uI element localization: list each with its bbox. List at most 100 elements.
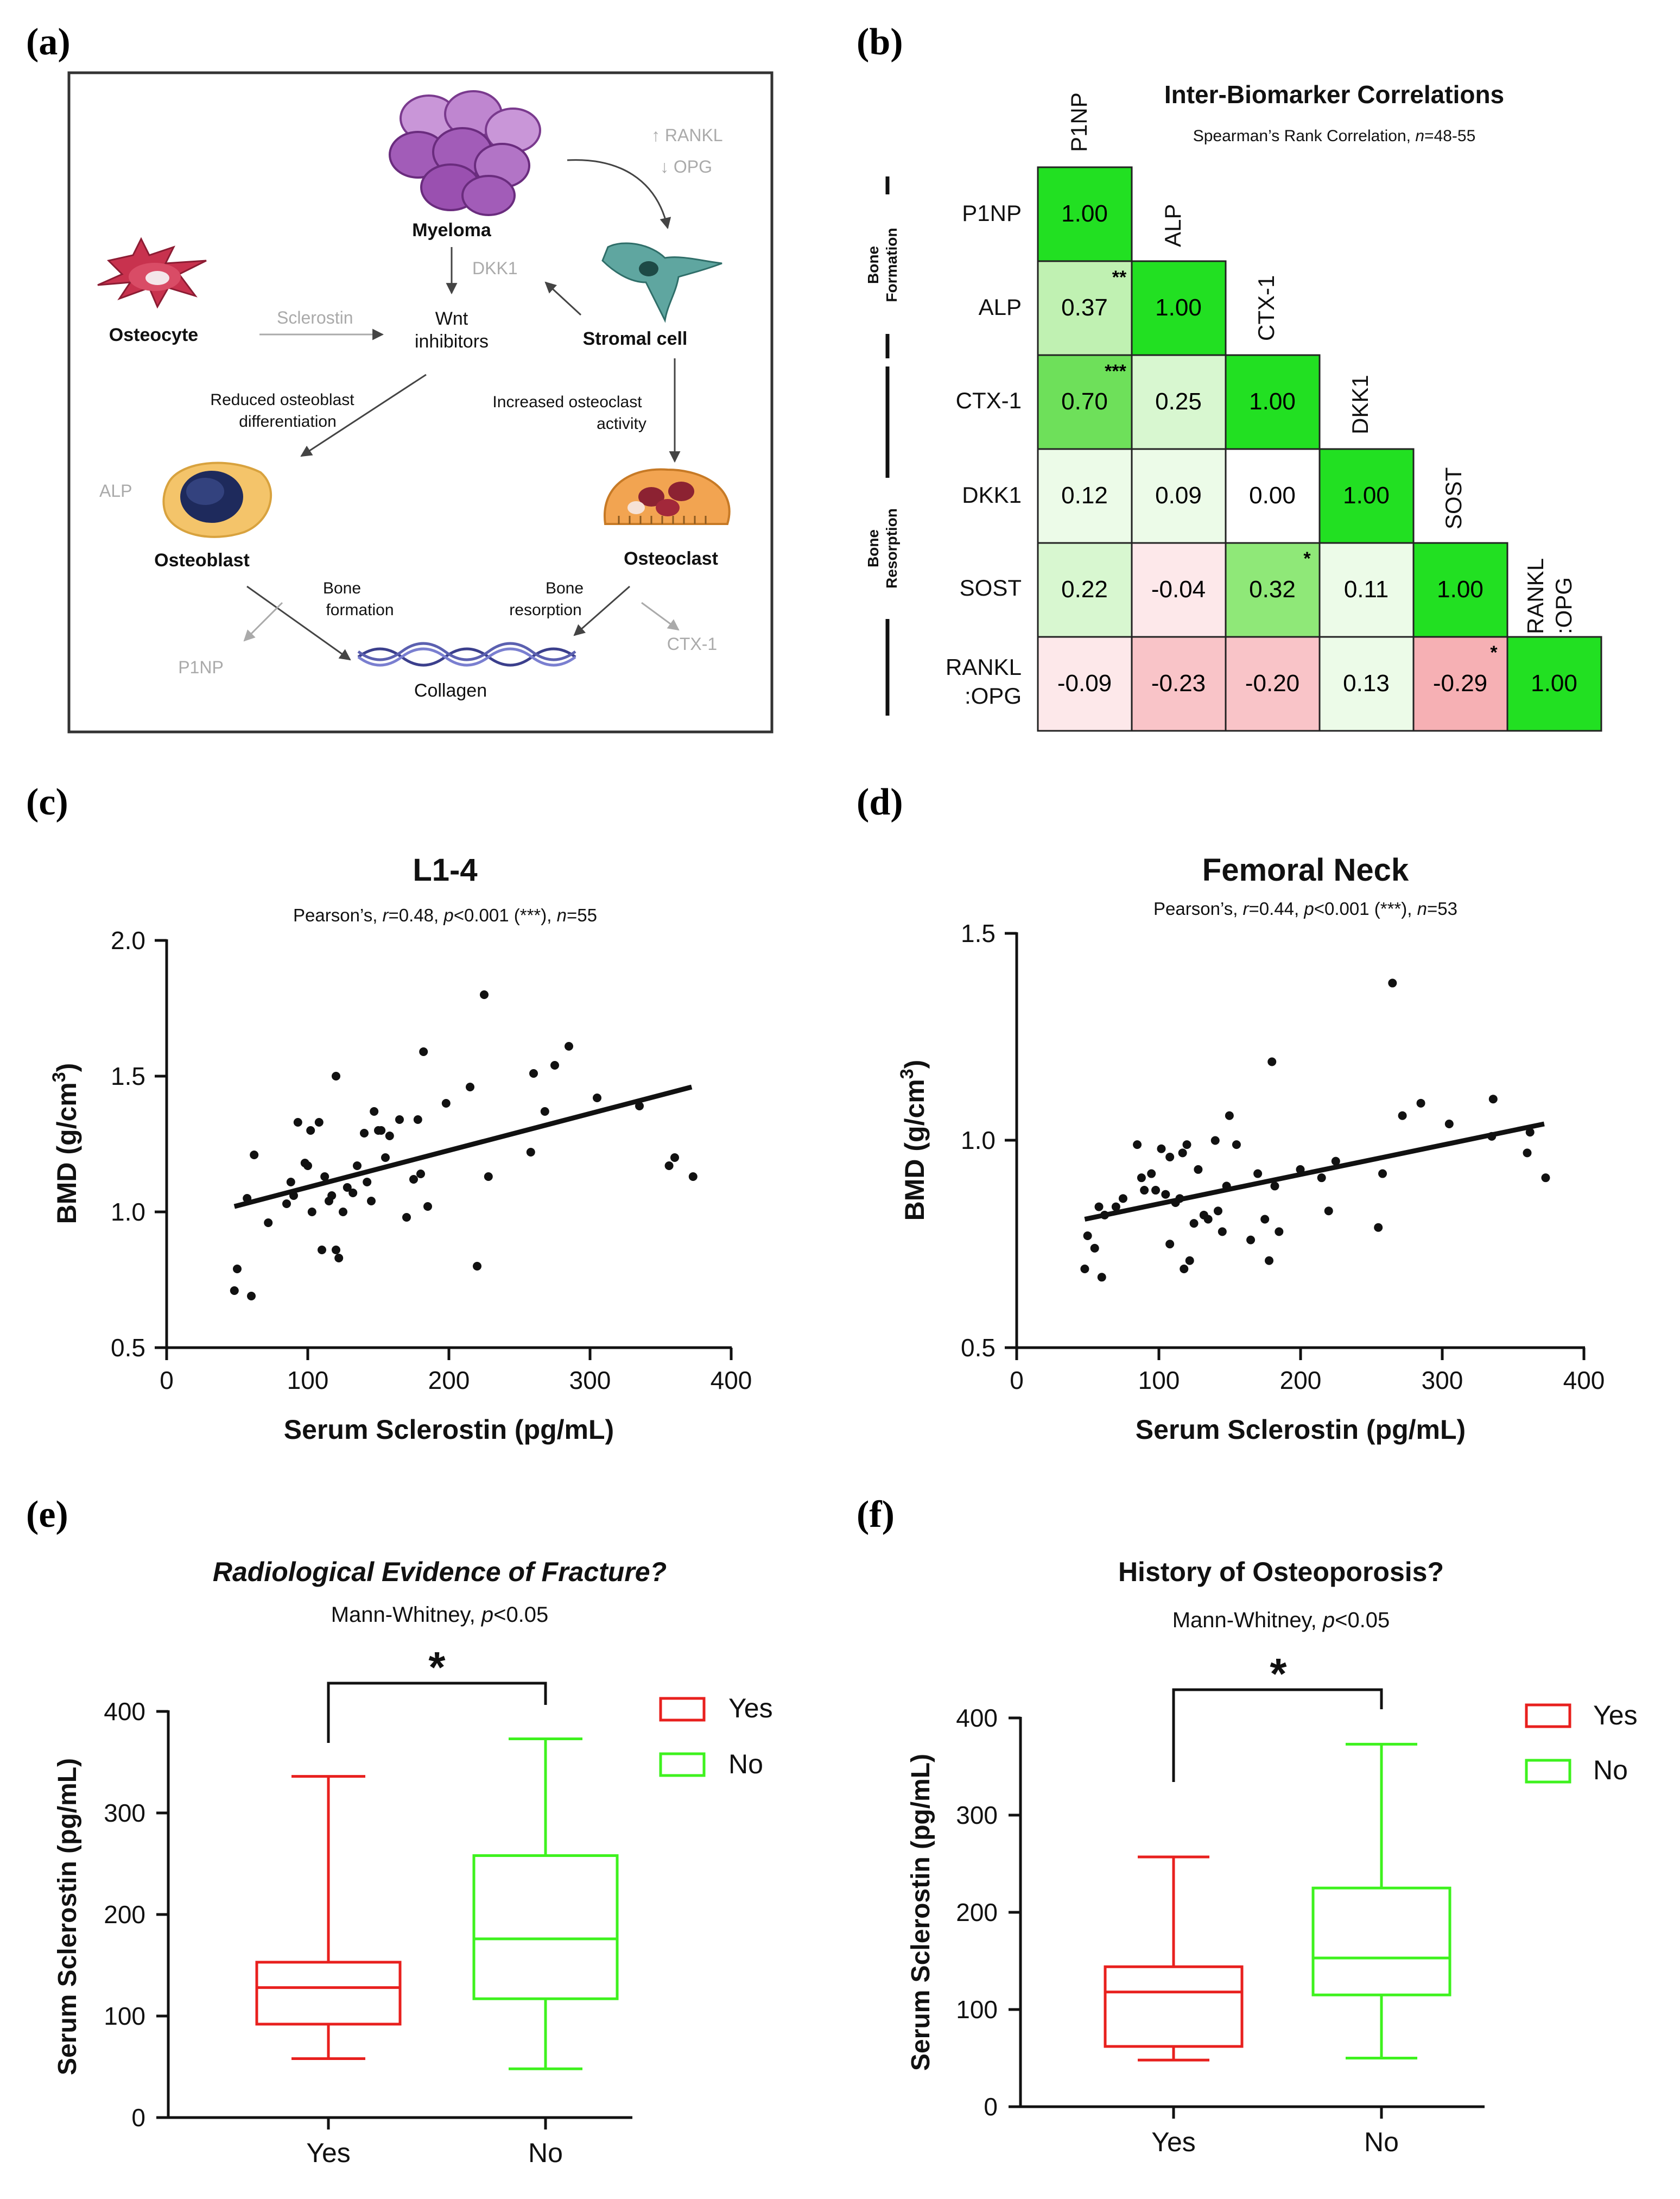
chart-e-ytick-label: 0 xyxy=(131,2103,145,2132)
chart-d-point xyxy=(1388,978,1397,988)
cell-dkk1-ctx xyxy=(1225,448,1321,544)
cell-value: 0.32 xyxy=(1249,576,1296,603)
panel-a: (a) Myeloma ↑ RANKL ↓ OPG Stromal cell xyxy=(26,21,774,734)
chart-c-ytick-label: 2.0 xyxy=(111,926,145,955)
chart-c-point xyxy=(339,1208,347,1216)
formation-group-line2: Formation xyxy=(883,228,900,302)
chart-d-point xyxy=(1165,1240,1175,1249)
osteoclast-icon xyxy=(603,468,731,525)
cell-sost-dkk1 xyxy=(1318,542,1415,638)
chart-d-point xyxy=(1083,1231,1092,1240)
cell-dkk1-alp xyxy=(1131,448,1227,544)
chart-d-point xyxy=(1246,1235,1256,1244)
chart-d-point xyxy=(1218,1227,1227,1236)
chart-c-point xyxy=(550,1061,559,1070)
cell-rankl-sost xyxy=(1412,636,1508,732)
row-label-alp: ALP xyxy=(979,294,1022,320)
chart-d-xtick-label: 400 xyxy=(1563,1366,1605,1394)
chart-c-ytick-label: 1.0 xyxy=(111,1198,145,1226)
myeloma-to-stromal-arrow xyxy=(567,159,671,230)
chart-d-point xyxy=(1213,1206,1222,1216)
alp-annotation: ALP xyxy=(99,481,132,501)
chart-c-point xyxy=(526,1148,535,1157)
chart-f-significance-star: * xyxy=(1270,1650,1287,1698)
chart-c-point xyxy=(473,1262,481,1271)
osteoblast-icon xyxy=(162,462,272,538)
resorption-group-line2: Resorption xyxy=(883,508,900,589)
legend-swatch-no xyxy=(1525,1759,1571,1784)
chart-d-xtick-label: 200 xyxy=(1280,1366,1322,1394)
chart-d-point xyxy=(1210,1136,1220,1145)
chart-e-significance-star: * xyxy=(428,1643,446,1691)
chart-f-title: History of Osteoporosis? xyxy=(1118,1557,1444,1587)
bone-formation-line1: Bone xyxy=(323,579,361,597)
dkk1-annotation: DKK1 xyxy=(472,258,518,278)
col-label-alp: ALP xyxy=(1160,204,1185,247)
chart-f-ytick-label: 0 xyxy=(984,2093,998,2121)
chart-c-point xyxy=(402,1213,411,1222)
chart-c-point xyxy=(593,1094,601,1102)
myeloma-label: Myeloma xyxy=(412,220,492,241)
chart-c-point xyxy=(293,1118,302,1127)
row-label-sost: SOST xyxy=(960,575,1022,601)
panel-c: (c) L1-4 Pearson’s, r=0.48, p<0.001 (***… xyxy=(26,781,752,1445)
chart-c-point xyxy=(480,990,489,999)
chart-f-ytick-label: 200 xyxy=(956,1898,998,1926)
chart-d-subtitle: Pearson’s, r=0.44, p<0.001 (***), n=53 xyxy=(1153,899,1457,919)
chart-d-point xyxy=(1140,1186,1149,1195)
chart-d-ytick-label: 1.5 xyxy=(961,919,996,947)
chart-d-point xyxy=(1525,1128,1535,1137)
chart-d-xtick-label: 0 xyxy=(1010,1366,1024,1394)
chart-d-point xyxy=(1523,1148,1532,1158)
chart-e-boxes xyxy=(255,1737,619,2070)
p1np-annotation: P1NP xyxy=(178,658,224,677)
chart-f-ytick-label: 400 xyxy=(956,1704,998,1732)
chart-c-point xyxy=(664,1161,674,1170)
chart-d-point xyxy=(1270,1181,1279,1191)
chart-e-xtick-yes: Yes xyxy=(306,2138,351,2168)
panel-f: (f) History of Osteoporosis? Mann-Whitne… xyxy=(857,1494,1638,2157)
chart-c-xticklabels: 0 100 200 300 400 xyxy=(160,1366,752,1394)
chart-e-yes-box xyxy=(255,1961,402,2026)
chart-d-point xyxy=(1137,1173,1146,1183)
stromal-cell-icon xyxy=(601,242,722,323)
chart-e-significance-bracket xyxy=(327,1682,547,1743)
chart-c-point xyxy=(318,1246,326,1254)
chart-c-point xyxy=(688,1172,698,1181)
to-ctx1-arrow xyxy=(641,602,680,631)
cell-value: 1.00 xyxy=(1437,576,1484,603)
chart-d-point xyxy=(1444,1119,1454,1128)
panel-label-f: (f) xyxy=(857,1494,895,1535)
legend-swatch-yes xyxy=(1525,1703,1571,1728)
chart-c-point xyxy=(565,1042,573,1051)
legend-label-no: No xyxy=(1593,1755,1628,1785)
row-label-ctx1: CTX-1 xyxy=(956,388,1022,413)
chart-c-point xyxy=(332,1072,340,1080)
chart-c-xtick-label: 200 xyxy=(428,1366,470,1394)
chart-c-point xyxy=(529,1069,538,1078)
cell-value: 0.13 xyxy=(1343,670,1390,697)
bone-formation-line2: formation xyxy=(326,601,394,619)
cell-alp-p1np xyxy=(1037,260,1133,356)
col-label-rankl: RANKL xyxy=(1523,558,1548,634)
chart-c-subtitle: Pearson’s, r=0.48, p<0.001 (***), n=55 xyxy=(293,905,597,925)
chart-c-point xyxy=(635,1102,644,1110)
col-label-p1np: P1NP xyxy=(1066,92,1092,152)
chart-f-xtick-no: No xyxy=(1364,2127,1399,2157)
chart-d-point xyxy=(1194,1165,1203,1174)
cell-value: -0.20 xyxy=(1245,670,1299,697)
chart-c-point xyxy=(314,1118,324,1127)
chart-c-point xyxy=(385,1132,394,1140)
chart-e-legend: Yes No xyxy=(659,1693,773,1779)
cell-rankl-p1np xyxy=(1037,636,1133,732)
cell-p1np-p1np xyxy=(1037,166,1133,262)
cell-dkk1-p1np xyxy=(1037,448,1133,544)
legend-swatch-no xyxy=(659,1752,706,1777)
chart-e-subtitle: Mann-Whitney, p<0.05 xyxy=(331,1603,549,1627)
cell-value: 1.00 xyxy=(1531,670,1577,697)
chart-f-xtick-yes: Yes xyxy=(1151,2127,1196,2157)
reduced-label-line1: Reduced osteoblast xyxy=(210,391,354,409)
chart-c-point xyxy=(540,1107,549,1116)
chart-c-point xyxy=(363,1178,372,1186)
cell-value: 0.12 xyxy=(1061,482,1108,509)
